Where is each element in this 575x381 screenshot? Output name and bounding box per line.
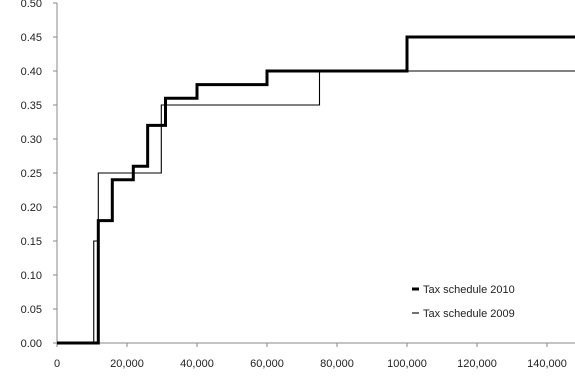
y-tick-label: 0.25 [21,168,42,180]
x-tick-label: 0 [54,358,60,370]
series-line-tax-schedule-2010 [57,35,575,345]
y-tick-label: 0.15 [21,236,42,248]
x-tick-label: 20,000 [110,358,144,370]
x-tick-label: 140,000 [527,358,567,370]
y-tick-label: 0.30 [21,134,42,146]
legend: Tax schedule 2010 Tax schedule 2009 [412,284,515,320]
series-lines [57,35,575,345]
y-tick-label: 0.20 [21,202,42,214]
y-tick-label: 0.35 [21,100,42,112]
y-tick-label: 0.50 [21,0,42,10]
series-line-tax-schedule-2009 [57,70,575,344]
x-axis-ticks: 0 20,000 40,000 60,000 80,000 100,000 120,000 1… [54,343,567,370]
x-tick-label: 80,000 [320,358,354,370]
y-tick-label: 0.40 [21,66,42,78]
legend-label: Tax schedule 2010 [423,284,515,296]
y-tick-label: 0.00 [21,338,42,350]
y-axis-ticks: 0.00 0.05 0.10 0.15 0.20 0.25 0.30 0.35 0.40 0.45… [21,0,57,350]
y-tick-label: 0.45 [21,32,42,44]
x-tick-label: 100,000 [387,358,427,370]
legend-label: Tax schedule 2009 [423,308,515,320]
x-tick-label: 60,000 [250,358,284,370]
x-tick-label: 120,000 [457,358,497,370]
x-tick-label: 40,000 [180,358,214,370]
y-tick-label: 0.10 [21,270,42,282]
y-tick-label: 0.05 [21,304,42,316]
